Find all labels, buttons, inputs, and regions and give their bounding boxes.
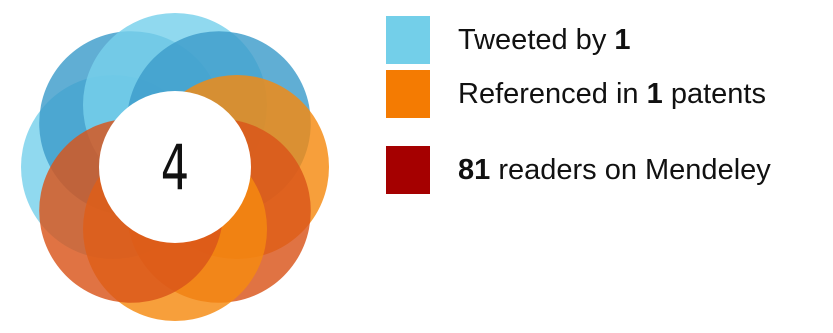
legend-label-twitter: Tweeted by 1: [458, 23, 631, 56]
twitter-count: 1: [614, 23, 631, 56]
mendeley-swatch: [386, 146, 430, 194]
altmetric-donut[interactable]: 4: [16, 8, 334, 326]
patents-count: 1: [646, 77, 663, 110]
legend-label-patents: Referenced in 1 patents: [458, 77, 766, 110]
patents-swatch: [386, 70, 430, 118]
mendeley-count: 81: [458, 153, 491, 186]
donut-graphic: [21, 13, 329, 321]
donut-hole: [99, 91, 251, 243]
legend-item-mendeley[interactable]: 81 readers on Mendeley: [386, 146, 771, 194]
legend-label-mendeley: 81 readers on Mendeley: [458, 153, 771, 186]
legend-item-patents[interactable]: Referenced in 1 patents: [386, 70, 766, 118]
twitter-swatch: [386, 16, 430, 64]
attention-score: 4: [160, 130, 190, 204]
legend-item-twitter[interactable]: Tweeted by 1: [386, 16, 631, 64]
